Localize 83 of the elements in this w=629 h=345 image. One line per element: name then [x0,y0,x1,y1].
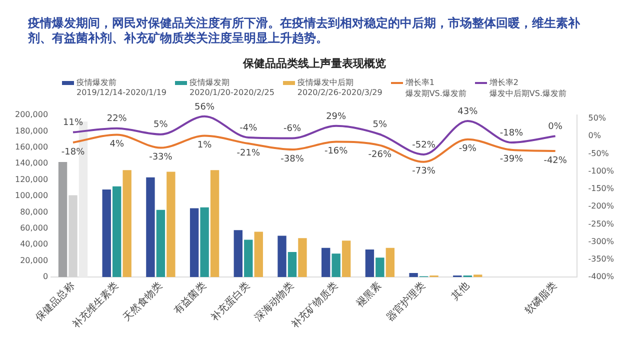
bar [210,170,220,278]
y-tick-label: 0 [42,272,48,282]
y-tick-label: 140,000 [14,158,48,168]
bar [122,170,132,278]
y-tick-label: 80,000 [20,207,48,216]
bar [288,252,297,278]
data-label: 43% [458,106,478,117]
bar [332,254,340,278]
y2-tick-label: 50% [588,114,606,123]
bar [156,210,166,278]
x-tick-label: 器官护理类 [384,280,428,324]
data-label: -4% [240,123,258,134]
bar [298,238,307,278]
bar [190,208,199,278]
legend-label: 增长率2 爆发中后期VS.爆发前 [489,77,566,99]
data-label: -9% [458,144,477,154]
bar [322,248,330,278]
data-label: 22% [106,114,128,124]
data-label: -26% [368,150,392,160]
bar [254,232,263,278]
legend-label: 疫情爆发期 2020/1/20-2020/2/25 [189,77,274,97]
data-label: -38% [280,154,304,164]
y2-tick-label: 0% [588,131,602,140]
y2-tick-label: -400% [588,272,614,282]
x-tick-label: 软磷脂类 [522,280,560,317]
bar [474,274,482,278]
bar [102,190,111,278]
y2-tick-label: -50% [588,148,610,158]
x-tick-label: 天然食物类 [120,280,165,324]
bar [234,230,243,278]
y-tick-label: 160,000 [14,142,48,152]
data-label: -16% [324,146,348,157]
y-tick-label: 120,000 [14,174,48,184]
bar [342,240,351,278]
data-label: -6% [283,124,302,134]
bar [365,250,374,278]
y2-tick-label: -300% [588,236,614,246]
bar [244,240,253,278]
data-label: 56% [194,102,215,112]
data-label: -18% [500,128,524,138]
bar [112,186,122,278]
y2-tick-label: -350% [588,254,614,264]
data-label: 29% [326,112,347,122]
data-label: -39% [500,154,524,165]
bar [409,273,418,278]
data-label: 11% [63,118,84,128]
y2-tick-label: -150% [588,184,614,194]
bar [376,258,384,278]
y2-tick-label: -250% [588,219,614,228]
data-label: -33% [149,152,173,163]
y-tick-label: 100,000 [14,191,48,200]
data-label: 0% [548,122,563,132]
bar [386,248,395,278]
chart-title: 疫情爆发期间，网民对保健品关注度有所下滑。在疫情去到相对稳定的中后期，市场整体回暖，维生素补剂、有益菌补剂、补充矿物质类关注度呈明显上升趋势。 [26,15,581,46]
legend-label: 疫情爆发中后期 2020/2/26-2020/3/29 [297,77,382,97]
data-label: -21% [236,148,260,158]
y-tick-label: 20,000 [20,256,48,265]
data-label: -73% [412,166,436,177]
data-label: -42% [544,156,568,166]
bar [146,177,155,278]
x-tick-label: 有益菌类 [172,280,208,317]
bar [58,162,68,278]
y-tick-label: 60,000 [20,224,48,233]
bar [166,172,176,278]
x-tick-label: 其他 [448,280,472,302]
data-label: -52% [412,140,436,150]
data-label: 1% [197,140,212,151]
x-tick-label: 补充蛋白类 [208,280,252,324]
data-label: 4% [110,140,124,150]
y-tick-label: 40,000 [20,240,48,249]
x-tick-label: 褪黑素 [354,280,384,310]
y-tick-label: 180,000 [14,126,48,136]
y-tick-label: 200,000 [14,110,48,120]
chart-subtitle: 保健品品类线上声量表现概览 [242,56,387,71]
legend-label: 疫情爆发前 2019/12/14-2020/1/19 [76,77,166,97]
data-label: 5% [372,120,388,130]
bar [278,236,286,278]
bar [200,207,209,278]
data-label: 5% [154,120,168,130]
y2-tick-label: -200% [588,202,614,211]
data-label: -18% [61,147,86,158]
legend-label: 增长率1 爆发期VS.爆发前 [405,77,466,99]
y2-tick-label: -100% [588,166,614,176]
